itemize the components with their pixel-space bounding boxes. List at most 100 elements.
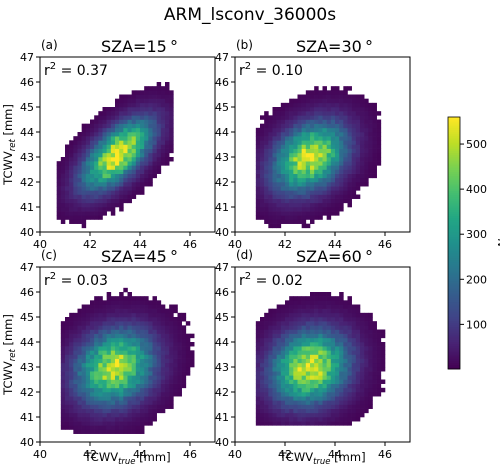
heatmap-cell bbox=[169, 304, 174, 309]
x-axis-label: TCWVtrue [mm] bbox=[83, 450, 170, 467]
heatmap-cell bbox=[272, 371, 277, 376]
heatmap-cell bbox=[272, 404, 277, 409]
colorbar-segment bbox=[448, 306, 460, 309]
heatmap-cell bbox=[255, 400, 261, 405]
heatmap-cell bbox=[156, 371, 162, 376]
heatmap-cell bbox=[156, 346, 162, 351]
heatmap-cell bbox=[347, 140, 352, 145]
heatmap-cell bbox=[160, 136, 166, 141]
heatmap-cell bbox=[135, 165, 141, 170]
heatmap-cell bbox=[69, 140, 74, 145]
heatmap-cell bbox=[272, 421, 277, 426]
heatmap-cell bbox=[160, 132, 166, 137]
heatmap-cell bbox=[140, 132, 145, 137]
heatmap-cell bbox=[56, 186, 62, 191]
heatmap-cell bbox=[98, 400, 103, 405]
heatmap-cell bbox=[335, 412, 340, 418]
heatmap-cell bbox=[140, 144, 145, 149]
heatmap-cell bbox=[60, 379, 66, 384]
heatmap-cell bbox=[318, 325, 323, 330]
heatmap-cell bbox=[169, 404, 174, 409]
heatmap-cell bbox=[90, 207, 95, 212]
heatmap-cell bbox=[177, 379, 182, 384]
heatmap-cell bbox=[119, 98, 124, 104]
heatmap-cell bbox=[297, 346, 302, 351]
heatmap-cell bbox=[276, 173, 282, 179]
heatmap-cell bbox=[140, 186, 145, 191]
heatmap-cell bbox=[322, 211, 327, 216]
heatmap-cell bbox=[314, 152, 319, 158]
heatmap-cell bbox=[123, 157, 128, 162]
heatmap-cell bbox=[318, 107, 323, 112]
heatmap-cell bbox=[65, 350, 70, 355]
heatmap-cell bbox=[272, 223, 277, 229]
heatmap-cell bbox=[106, 408, 112, 414]
heatmap-cell bbox=[289, 215, 294, 220]
heatmap-cell bbox=[289, 219, 294, 224]
heatmap-cell bbox=[65, 379, 70, 384]
heatmap-cell bbox=[301, 157, 307, 162]
heatmap-cell bbox=[119, 362, 124, 368]
heatmap-cell bbox=[115, 362, 120, 368]
heatmap-cell bbox=[77, 421, 82, 426]
heatmap-cell bbox=[85, 383, 91, 389]
heatmap-cell bbox=[110, 346, 116, 351]
heatmap-cell bbox=[326, 321, 332, 326]
heatmap-cell bbox=[285, 144, 290, 149]
heatmap-cell bbox=[81, 123, 87, 129]
heatmap-cell bbox=[173, 375, 178, 380]
heatmap-cell bbox=[110, 300, 116, 305]
heatmap-cell bbox=[293, 300, 298, 305]
heatmap-cell bbox=[330, 165, 336, 170]
axes-frame bbox=[234, 56, 411, 233]
heatmap-cell bbox=[106, 362, 112, 368]
heatmap-cell bbox=[106, 300, 112, 305]
heatmap-cell bbox=[314, 161, 319, 166]
heatmap-cell bbox=[110, 211, 116, 216]
heatmap-cell bbox=[276, 169, 282, 174]
heatmap-cell bbox=[301, 132, 307, 137]
heatmap-cell bbox=[260, 169, 265, 174]
heatmap-cell bbox=[56, 190, 62, 195]
heatmap-cell bbox=[372, 148, 377, 154]
panel-tag: (b) bbox=[236, 38, 253, 52]
heatmap-cell bbox=[376, 371, 382, 376]
heatmap-cell bbox=[285, 379, 290, 384]
heatmap-cell bbox=[264, 161, 269, 166]
heatmap-cell bbox=[368, 383, 373, 389]
heatmap-cell bbox=[110, 152, 116, 158]
heatmap-cell bbox=[140, 392, 145, 397]
heatmap-cell bbox=[339, 404, 344, 409]
heatmap-cell bbox=[272, 325, 277, 330]
heatmap-cell bbox=[131, 127, 137, 133]
heatmap-cell bbox=[144, 329, 149, 334]
heatmap-cell bbox=[305, 358, 311, 364]
heatmap-cell bbox=[98, 165, 103, 170]
heatmap-cell bbox=[119, 140, 124, 145]
heatmap-cell bbox=[326, 408, 332, 414]
heatmap-cell bbox=[77, 417, 82, 422]
heatmap-cell bbox=[181, 354, 187, 359]
heatmap-cell bbox=[289, 136, 294, 141]
heatmap-cell bbox=[335, 152, 340, 158]
heatmap-cell bbox=[280, 396, 286, 401]
heatmap-cell bbox=[326, 148, 332, 154]
colorbar-segment bbox=[448, 217, 460, 221]
heatmap-cell bbox=[135, 350, 141, 355]
heatmap-cell bbox=[140, 123, 145, 129]
heatmap-cell bbox=[376, 132, 382, 137]
heatmap-cell bbox=[148, 383, 153, 389]
heatmap-cell bbox=[115, 325, 120, 330]
heatmap-cell bbox=[255, 358, 261, 364]
heatmap-cell bbox=[127, 127, 132, 133]
heatmap-cell bbox=[372, 333, 377, 339]
heatmap-cell bbox=[140, 412, 145, 418]
heatmap-cell bbox=[330, 173, 336, 179]
heatmap-cell bbox=[355, 333, 361, 339]
heatmap-cell bbox=[60, 215, 66, 220]
heatmap-cell bbox=[335, 90, 340, 95]
heatmap-cell bbox=[255, 392, 261, 397]
heatmap-cell bbox=[372, 102, 377, 108]
heatmap-cell bbox=[156, 350, 162, 355]
